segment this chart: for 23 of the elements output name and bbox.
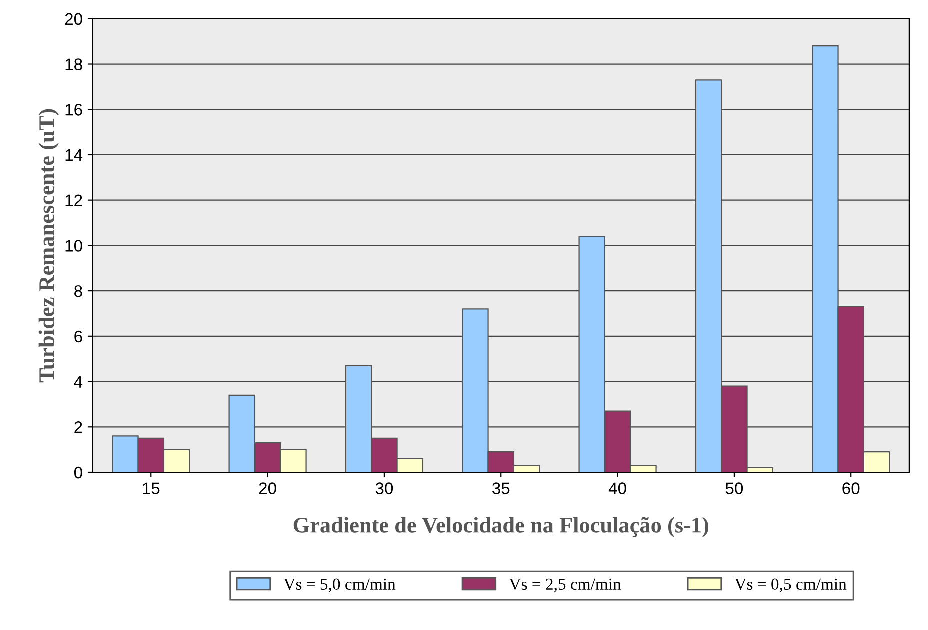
legend-label: Vs = 5,0 cm/min: [284, 578, 396, 592]
x-tick-label: 40: [608, 482, 626, 494]
y-tick-label: 8: [74, 285, 82, 298]
x-tick-label: 60: [842, 482, 860, 494]
legend-label: Vs = 0,5 cm/min: [734, 578, 847, 592]
x-tick-label: 20: [259, 482, 276, 494]
x-axis-title: Gradiente de Velocidade na Floculação (s-1): [294, 517, 708, 538]
y-tick-label: 18: [66, 58, 82, 70]
y-tick-label: 6: [74, 330, 82, 343]
y-tick-label: 10: [66, 240, 82, 252]
y-tick-label: 12: [66, 194, 82, 206]
x-tick-label: 35: [492, 482, 510, 494]
y-tick-label: 2: [74, 422, 82, 434]
y-tick-label: 0: [74, 466, 82, 479]
y-tick-label: 4: [74, 376, 83, 388]
x-tick-label: 30: [376, 482, 394, 494]
y-tick-label: 16: [66, 104, 82, 116]
y-axis-title: Turbidez Remanescente (uT): [38, 109, 59, 383]
x-tick-label: 50: [726, 482, 744, 494]
legend-label: Vs = 2,5 cm/min: [509, 578, 622, 592]
x-tick-label: 15: [143, 482, 160, 494]
y-tick-label: 20: [65, 13, 82, 26]
y-tick-label: 14: [66, 150, 83, 162]
